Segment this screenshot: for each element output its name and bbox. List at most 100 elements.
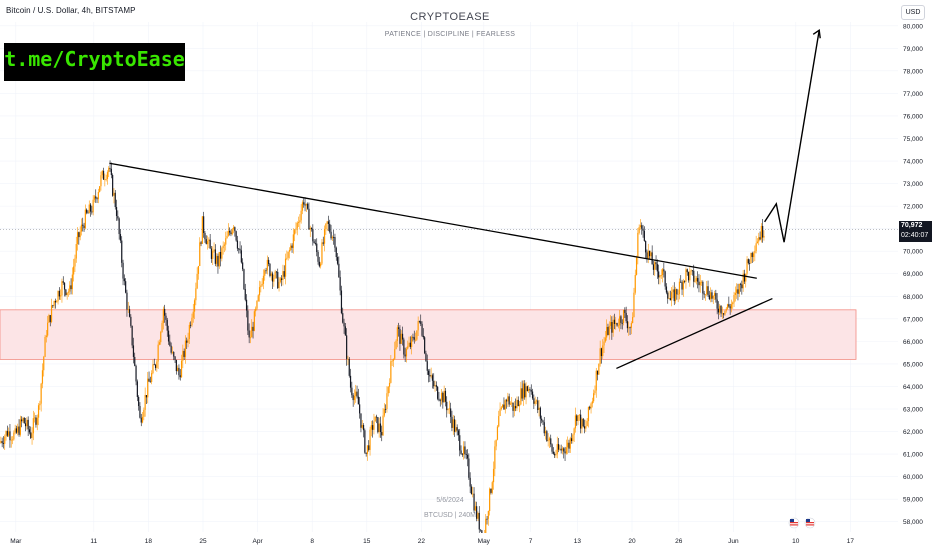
candle-body [365,452,367,454]
candle-body [330,231,332,239]
price-axis[interactable]: 58,000 59,000 60,000 61,000 62,000 63,000 64,0… [898,0,932,550]
candle-body [608,325,610,335]
time-tick-label: 20 [628,538,636,545]
candle-body [331,237,333,239]
candle-body [305,203,307,206]
candle-body [121,240,123,263]
candle-body [86,209,88,213]
candle-body [756,241,759,244]
support-zone[interactable] [0,309,857,360]
candle-body [11,439,14,441]
candle-body [550,438,552,445]
time-tick-label: 26 [675,538,683,545]
candle-body [587,406,590,422]
current-price-tag: 70,972 02:40:07 [899,221,932,242]
candle-body [606,326,608,338]
candle-body [256,300,258,309]
candle-body [624,309,626,313]
candle-body [338,263,340,278]
candle-body [160,331,162,343]
candle-body [333,237,335,238]
time-tick-label: 17 [847,538,855,545]
candle-body [463,446,465,455]
candle-body [409,342,411,347]
candle-body [721,313,723,315]
candle-body [348,358,350,376]
time-tick-label: May [478,538,491,545]
candle-body [0,441,2,443]
candle-body [232,227,235,230]
candle-body [114,192,116,208]
candle-body [236,240,239,249]
candle-body [492,468,495,483]
candle-body [633,292,635,318]
candle-body [622,309,625,323]
candle-body [112,175,114,196]
candle-body [637,232,639,258]
candle-body [479,529,482,531]
candle-body [174,356,176,360]
candle-body [1,441,3,444]
candle-body [22,417,24,422]
price-tick-label: 77,000 [903,91,923,98]
candle-body [472,493,474,495]
candle-body [413,337,415,340]
candle-body [395,340,397,350]
candle-body [453,419,456,432]
candle-body [407,346,409,349]
candle-body [35,417,37,425]
candle-body [518,404,521,407]
candle-body [686,269,688,273]
candle-body [197,265,200,274]
candle-body [437,386,439,399]
candle-body [755,243,757,251]
candle-body [613,319,616,324]
candle-body [43,356,45,371]
time-tick-label: 11 [90,538,97,545]
candle-body [685,269,687,282]
candle-body [47,322,49,336]
candle-body [595,370,597,391]
candle-body [717,308,720,313]
candle-body [171,351,174,353]
candle-body [190,324,192,326]
candle-body [95,196,97,199]
watermark-text: t.me/CryptoEase [4,47,185,71]
candle-body [678,281,681,295]
candle-body [219,251,222,259]
candle-body [157,344,159,362]
candle-body [687,272,690,281]
symbol-title[interactable]: Bitcoin / U.S. Dollar, 4h, BITSTAMP [6,6,136,15]
candle-body [304,204,306,206]
candle-body [502,404,504,408]
candle-body [201,216,203,244]
candle-body [552,451,554,454]
candle-body [602,345,604,357]
candle-body [464,446,466,454]
candle-body [87,212,89,214]
candle-body [179,375,181,378]
candle-body [147,378,149,398]
candle-body [248,330,250,338]
candle-body [356,391,358,397]
candle-body [647,250,649,259]
candle-body [548,438,551,441]
candle-body [152,364,154,374]
candle-body [596,370,599,375]
candle-body [580,414,582,429]
candle-body [21,419,23,422]
candle-body [723,313,725,315]
candle-body [296,222,298,229]
event-markers[interactable] [788,517,816,529]
candle-body [645,240,647,253]
candle-body [422,335,424,338]
candle-body [591,401,593,404]
candle-body [626,321,629,329]
time-axis[interactable]: Mar 11 18 25 Apr 8 15 22 May 7 13 20 26 Jun 10 17 [0,533,898,550]
candle-body [512,402,514,411]
currency-selector[interactable]: USD [901,5,925,20]
candle-body [733,295,735,303]
candle-body [382,415,384,436]
time-axis-bg [0,533,898,550]
